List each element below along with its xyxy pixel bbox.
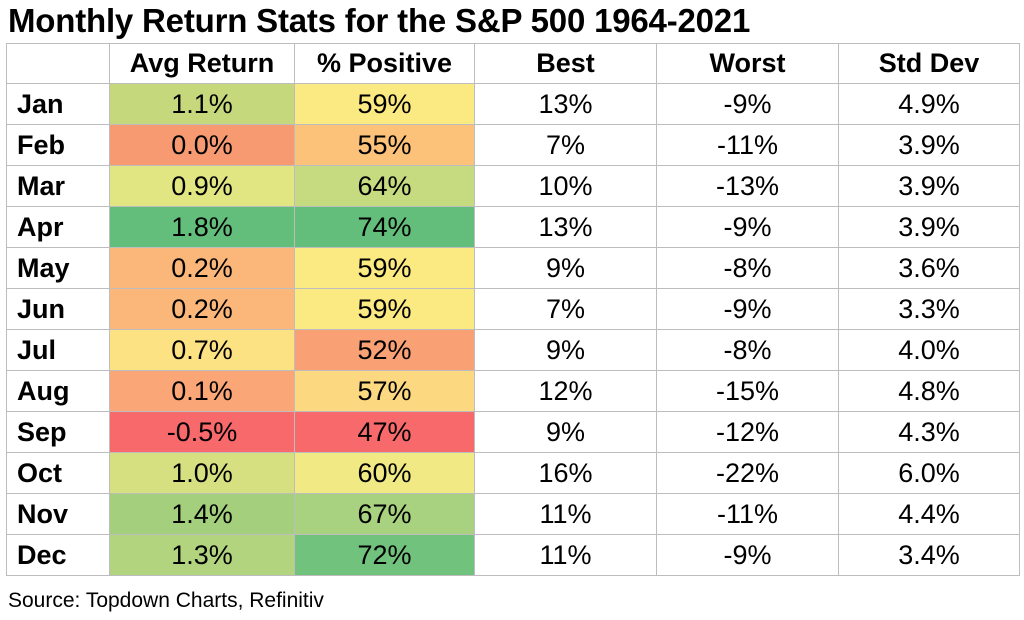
- pct-positive-cell: 47%: [294, 411, 475, 453]
- pct-positive-cell: 52%: [294, 329, 475, 371]
- avg-return-cell: 0.7%: [109, 329, 295, 371]
- best-cell: 11%: [474, 493, 657, 535]
- pct-positive-cell: 57%: [294, 370, 475, 412]
- table-row: Nov 1.4% 67% 11% -11% 4.4%: [6, 493, 1020, 535]
- pct-positive-cell: 67%: [294, 493, 475, 535]
- best-cell: 9%: [474, 247, 657, 289]
- header-cell-pct-positive: % Positive: [294, 43, 475, 84]
- month-cell: Aug: [6, 370, 110, 412]
- month-cell: Mar: [6, 165, 110, 207]
- best-cell: 11%: [474, 534, 657, 576]
- month-cell: Dec: [6, 534, 110, 576]
- pct-positive-cell: 60%: [294, 452, 475, 494]
- pct-positive-cell: 72%: [294, 534, 475, 576]
- pct-positive-cell: 64%: [294, 165, 475, 207]
- worst-cell: -15%: [656, 370, 839, 412]
- table-body: Jan 1.1% 59% 13% -9% 4.9% Feb 0.0% 55% 7% -11% 3.9%…: [6, 83, 1020, 576]
- month-cell: Oct: [6, 452, 110, 494]
- avg-return-cell: 0.0%: [109, 124, 295, 166]
- std-dev-cell: 6.0%: [838, 452, 1020, 494]
- month-cell: Jun: [6, 288, 110, 330]
- best-cell: 16%: [474, 452, 657, 494]
- header-cell-month: [6, 43, 110, 84]
- worst-cell: -22%: [656, 452, 839, 494]
- std-dev-cell: 4.0%: [838, 329, 1020, 371]
- std-dev-cell: 4.9%: [838, 83, 1020, 125]
- monthly-return-table: Avg Return % Positive Best Worst Std Dev…: [6, 43, 1020, 576]
- best-cell: 13%: [474, 83, 657, 125]
- std-dev-cell: 4.3%: [838, 411, 1020, 453]
- avg-return-cell: 1.1%: [109, 83, 295, 125]
- header-cell-std-dev: Std Dev: [838, 43, 1020, 84]
- avg-return-cell: 0.9%: [109, 165, 295, 207]
- worst-cell: -12%: [656, 411, 839, 453]
- table-row: Apr 1.8% 74% 13% -9% 3.9%: [6, 206, 1020, 248]
- header-cell-avg-return: Avg Return: [109, 43, 295, 84]
- worst-cell: -8%: [656, 329, 839, 371]
- table-row: Jan 1.1% 59% 13% -9% 4.9%: [6, 83, 1020, 125]
- best-cell: 9%: [474, 411, 657, 453]
- header-cell-worst: Worst: [656, 43, 839, 84]
- best-cell: 7%: [474, 124, 657, 166]
- best-cell: 9%: [474, 329, 657, 371]
- month-cell: Jan: [6, 83, 110, 125]
- std-dev-cell: 4.4%: [838, 493, 1020, 535]
- table-row: Aug 0.1% 57% 12% -15% 4.8%: [6, 370, 1020, 412]
- header-cell-best: Best: [474, 43, 657, 84]
- std-dev-cell: 3.9%: [838, 165, 1020, 207]
- avg-return-cell: 0.2%: [109, 247, 295, 289]
- header-row: Avg Return % Positive Best Worst Std Dev: [6, 43, 1020, 84]
- best-cell: 13%: [474, 206, 657, 248]
- worst-cell: -9%: [656, 206, 839, 248]
- avg-return-cell: 1.0%: [109, 452, 295, 494]
- month-cell: Jul: [6, 329, 110, 371]
- table-row: Jul 0.7% 52% 9% -8% 4.0%: [6, 329, 1020, 371]
- best-cell: 7%: [474, 288, 657, 330]
- worst-cell: -13%: [656, 165, 839, 207]
- avg-return-cell: 1.8%: [109, 206, 295, 248]
- table-row: Jun 0.2% 59% 7% -9% 3.3%: [6, 288, 1020, 330]
- worst-cell: -9%: [656, 534, 839, 576]
- month-cell: Feb: [6, 124, 110, 166]
- table-row: Sep -0.5% 47% 9% -12% 4.3%: [6, 411, 1020, 453]
- table-row: Oct 1.0% 60% 16% -22% 6.0%: [6, 452, 1020, 494]
- pct-positive-cell: 59%: [294, 288, 475, 330]
- chart-title: Monthly Return Stats for the S&P 500 196…: [8, 2, 751, 39]
- pct-positive-cell: 59%: [294, 247, 475, 289]
- table-row: May 0.2% 59% 9% -8% 3.6%: [6, 247, 1020, 289]
- table-row: Feb 0.0% 55% 7% -11% 3.9%: [6, 124, 1020, 166]
- avg-return-cell: 0.2%: [109, 288, 295, 330]
- month-cell: Nov: [6, 493, 110, 535]
- std-dev-cell: 4.8%: [838, 370, 1020, 412]
- std-dev-cell: 3.4%: [838, 534, 1020, 576]
- best-cell: 12%: [474, 370, 657, 412]
- table-row: Dec 1.3% 72% 11% -9% 3.4%: [6, 534, 1020, 576]
- avg-return-cell: 1.4%: [109, 493, 295, 535]
- month-cell: May: [6, 247, 110, 289]
- best-cell: 10%: [474, 165, 657, 207]
- worst-cell: -9%: [656, 83, 839, 125]
- avg-return-cell: 0.1%: [109, 370, 295, 412]
- avg-return-cell: -0.5%: [109, 411, 295, 453]
- avg-return-cell: 1.3%: [109, 534, 295, 576]
- pct-positive-cell: 74%: [294, 206, 475, 248]
- month-cell: Apr: [6, 206, 110, 248]
- month-cell: Sep: [6, 411, 110, 453]
- worst-cell: -9%: [656, 288, 839, 330]
- table-row: Mar 0.9% 64% 10% -13% 3.9%: [6, 165, 1020, 207]
- std-dev-cell: 3.3%: [838, 288, 1020, 330]
- std-dev-cell: 3.6%: [838, 247, 1020, 289]
- source-note: Source: Topdown Charts, Refinitiv: [8, 589, 324, 612]
- pct-positive-cell: 59%: [294, 83, 475, 125]
- worst-cell: -8%: [656, 247, 839, 289]
- std-dev-cell: 3.9%: [838, 206, 1020, 248]
- worst-cell: -11%: [656, 124, 839, 166]
- std-dev-cell: 3.9%: [838, 124, 1020, 166]
- pct-positive-cell: 55%: [294, 124, 475, 166]
- worst-cell: -11%: [656, 493, 839, 535]
